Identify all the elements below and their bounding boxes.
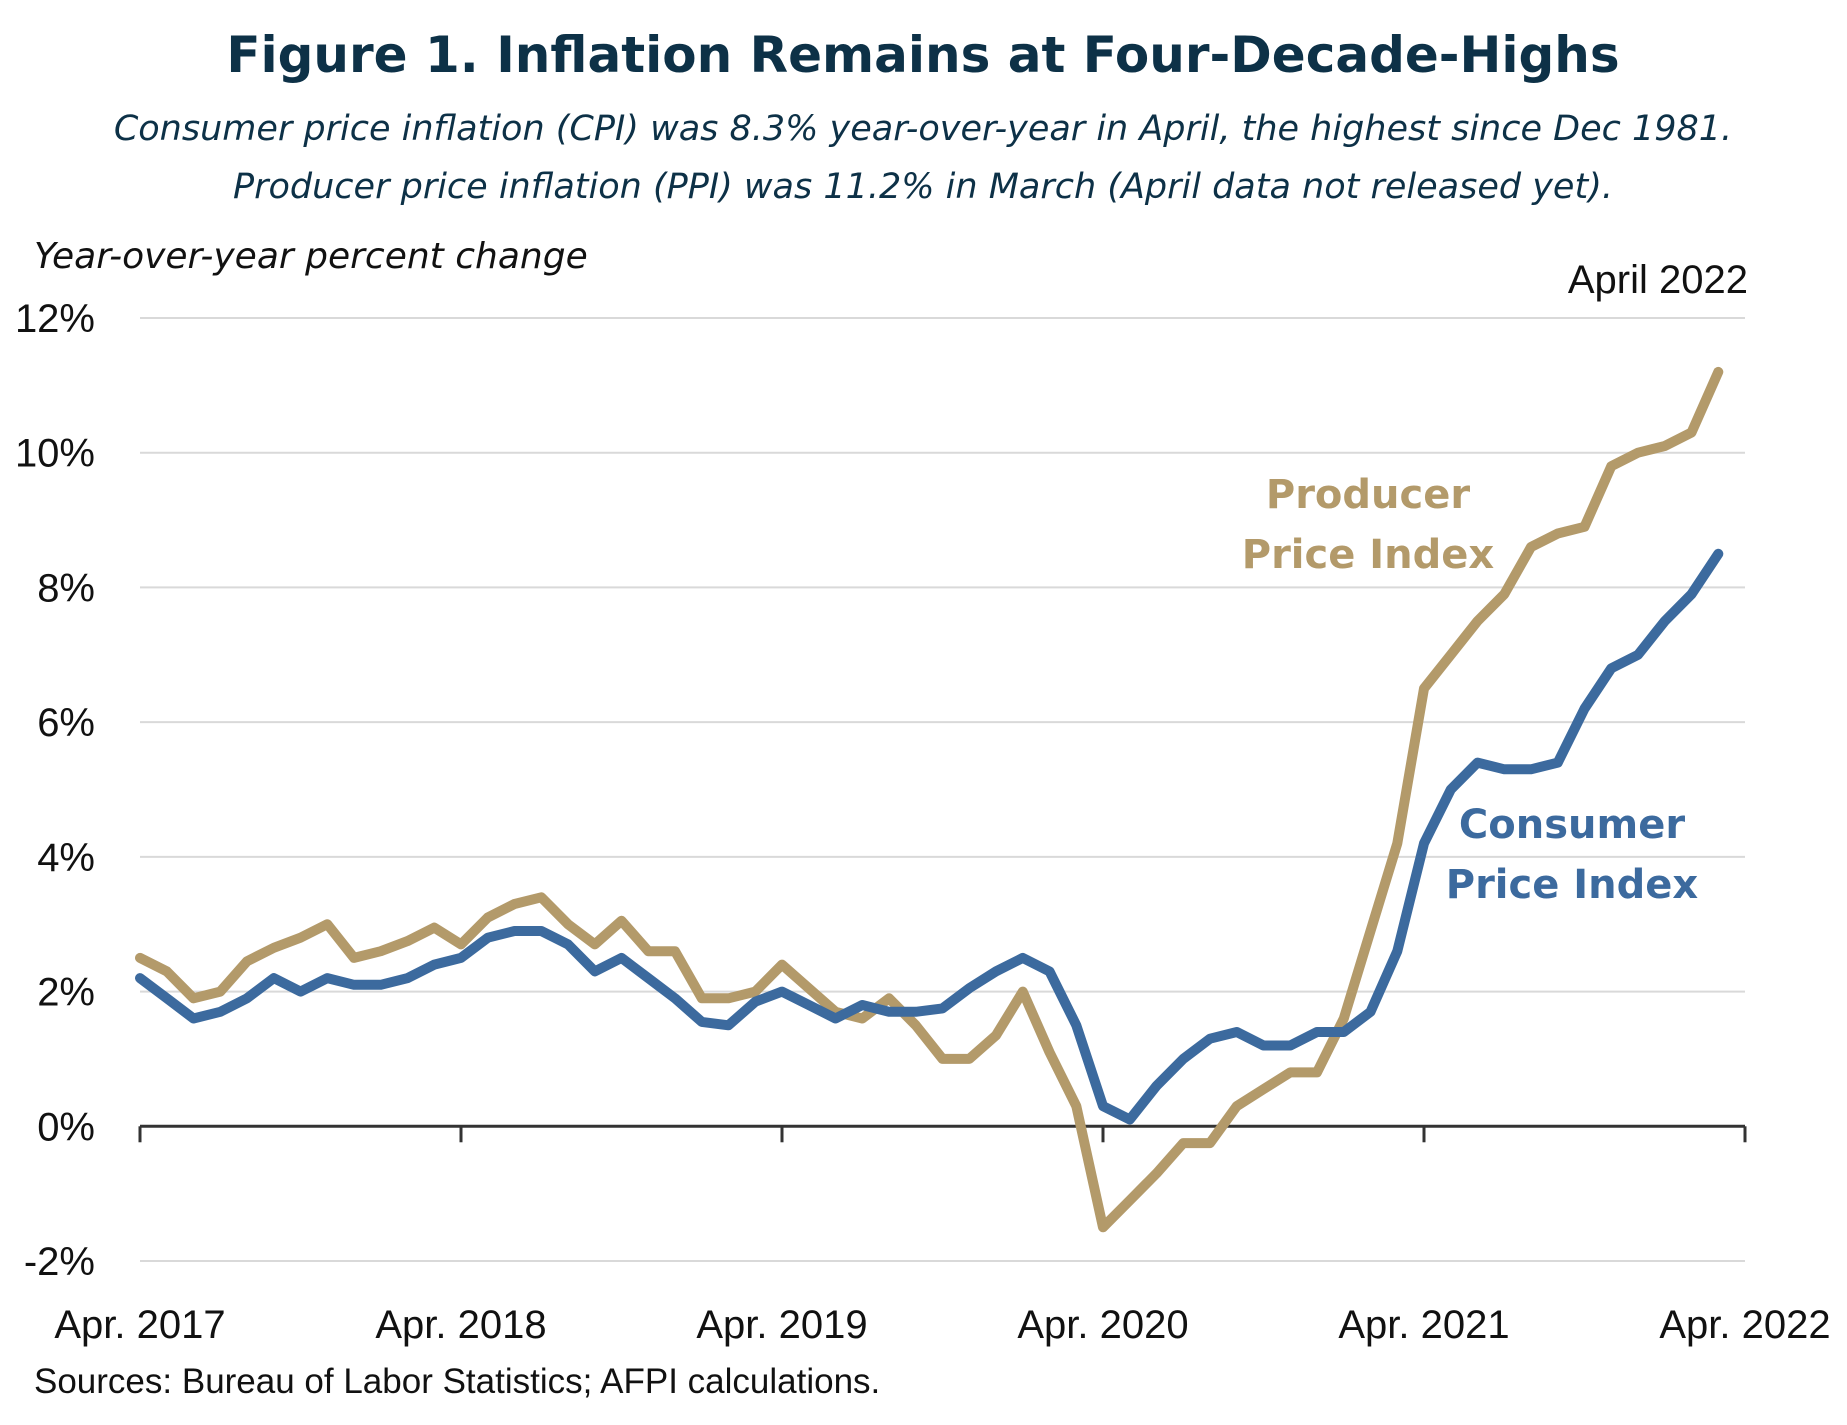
x-tick-label: Apr. 2022 <box>1659 1303 1830 1347</box>
y-tick-label: 4% <box>37 836 95 880</box>
chart-subtitle-line-2: Producer price inflation (PPI) was 11.2%… <box>233 167 1613 207</box>
x-tick-label: Apr. 2020 <box>1017 1303 1188 1347</box>
cpi-series-label: Consumer Price Index <box>1446 802 1699 908</box>
y-tick-label: 12% <box>15 297 95 341</box>
ppi-label-line-2: Price Index <box>1242 532 1495 578</box>
x-tick-label: Apr. 2018 <box>375 1303 546 1347</box>
cpi-label-line-2: Price Index <box>1446 862 1699 908</box>
source-note: Sources: Bureau of Labor Statistics; AFP… <box>34 1362 880 1401</box>
chart-title: Figure 1. Inflation Remains at Four-Deca… <box>226 26 1619 84</box>
cpi-label-line-1: Consumer <box>1459 802 1685 848</box>
series-lines <box>135 366 1724 1233</box>
chart-subtitle-line-1: Consumer price inflation (CPI) was 8.3% … <box>114 109 1732 149</box>
y-axis-ticks: -2% 0% 2% 4% 6% 8% 10% 12% <box>15 297 95 1284</box>
x-axis <box>138 1124 1747 1143</box>
y-tick-label: -2% <box>24 1240 95 1284</box>
x-tick-label: Apr. 2021 <box>1338 1303 1509 1347</box>
date-annotation: April 2022 <box>1568 258 1748 302</box>
x-tick-label: Apr. 2017 <box>54 1303 225 1347</box>
y-tick-label: 2% <box>37 971 95 1015</box>
y-tick-label: 0% <box>37 1105 95 1149</box>
ppi-series-label: Producer Price Index <box>1242 472 1495 578</box>
cpi-line <box>135 548 1724 1125</box>
y-axis-label: Year-over-year percent change <box>34 236 588 277</box>
x-axis-ticks: Apr. 2017 Apr. 2018 Apr. 2019 Apr. 2020 Apr.… <box>54 1303 1830 1347</box>
gridlines <box>140 317 1745 1262</box>
ppi-line <box>135 366 1724 1233</box>
x-tick-label: Apr. 2019 <box>696 1303 867 1347</box>
y-tick-label: 6% <box>37 701 95 745</box>
ppi-label-line-1: Producer <box>1266 472 1470 518</box>
y-tick-label: 10% <box>15 432 95 476</box>
y-tick-label: 8% <box>37 566 95 610</box>
